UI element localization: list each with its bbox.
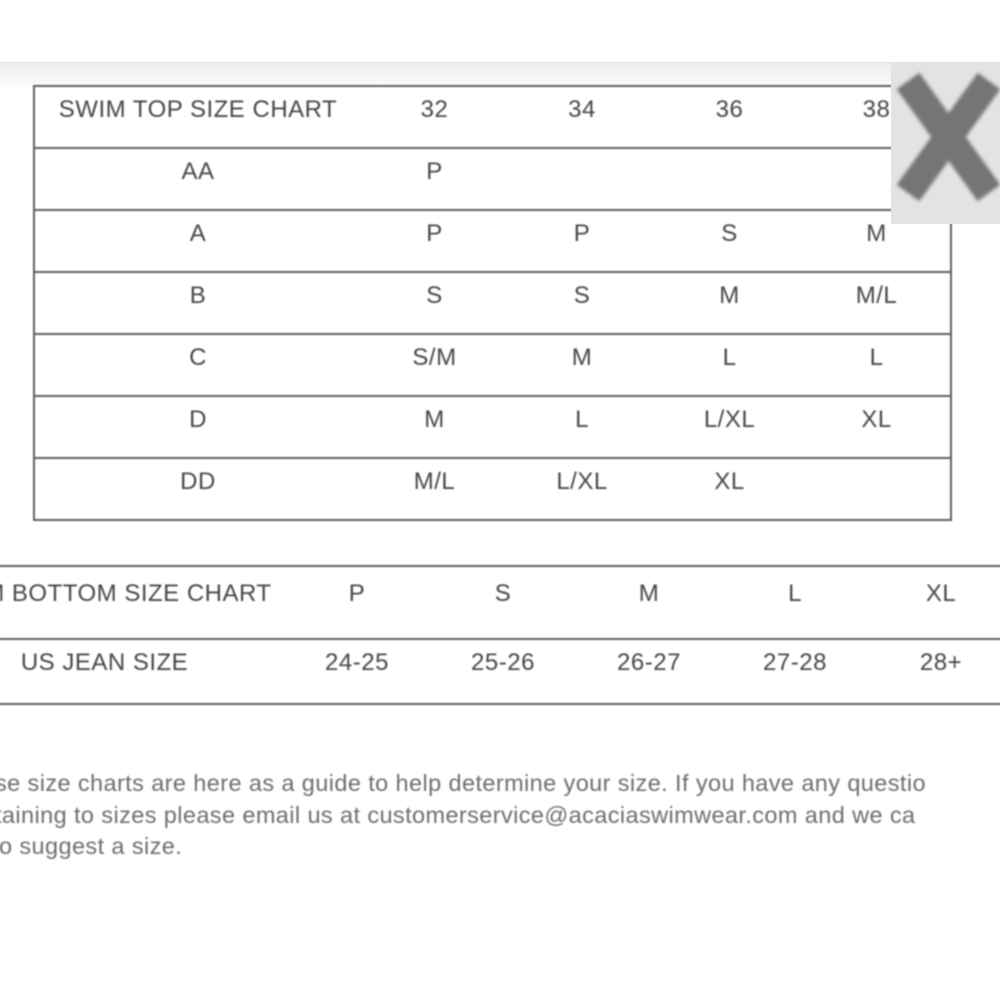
size-cell: M/L	[855, 282, 898, 309]
swim-top-size-chart-table: SWIM TOP SIZE CHART 32 34 36 38 AA P A P…	[33, 85, 952, 521]
close-icon	[896, 72, 1000, 202]
table-row-us-jean-size: US JEAN SIZE 24-25 25-26 26-27 27-28 28+	[0, 639, 1000, 704]
swim-bottom-size-chart-table: SWIM BOTTOM SIZE CHART P S M L XL US JEA…	[0, 565, 1000, 705]
table-row-aa: AA P	[34, 148, 951, 210]
size-cell: 26-27	[617, 649, 681, 676]
size-cell	[656, 148, 803, 210]
column-header-l: L	[788, 580, 802, 607]
column-header-32: 32	[420, 96, 449, 123]
size-cell	[508, 148, 656, 210]
size-cell: XL	[861, 406, 892, 433]
table-row-a: A P P S M	[34, 210, 951, 272]
size-cell: 25-26	[471, 649, 535, 676]
cup-label: A	[189, 220, 207, 247]
column-header-38: 38	[862, 96, 891, 123]
size-cell: M	[719, 282, 740, 309]
table-row-c: C S/M M L L	[34, 334, 951, 396]
size-cell: L/XL	[703, 406, 756, 433]
popup-top-edge	[0, 62, 1000, 86]
note-line-1: se size charts are here as a guide to he…	[0, 770, 926, 796]
size-cell: P	[426, 158, 443, 185]
cup-label: C	[189, 344, 207, 371]
note-line-2: taining to sizes please email us at cust…	[0, 801, 916, 828]
table-row-d: D M L L/XL XL	[34, 396, 951, 458]
size-cell: XL	[714, 468, 745, 495]
size-cell	[803, 458, 951, 520]
table-title: SWIM TOP SIZE CHART	[58, 96, 338, 123]
column-header-s: S	[494, 580, 512, 607]
size-cell: P	[573, 220, 591, 247]
size-cell: 27-28	[763, 649, 827, 676]
table-row-dd: DD M/L L/XL XL	[34, 458, 951, 520]
cup-label: B	[189, 282, 207, 309]
size-cell: S/M	[412, 344, 457, 371]
size-cell: S	[721, 220, 738, 247]
size-cell: S	[573, 282, 591, 309]
size-cell: P	[426, 220, 443, 247]
column-header-m: M	[638, 580, 660, 607]
size-cell: 24-25	[325, 649, 389, 676]
column-header-34: 34	[568, 96, 596, 123]
size-cell: L/XL	[556, 468, 608, 495]
size-cell: L	[722, 344, 737, 371]
size-cell: L	[575, 406, 589, 433]
row-label: US JEAN SIZE	[20, 649, 189, 676]
size-cell: 28+	[919, 649, 963, 676]
size-cell: L	[869, 344, 884, 371]
column-header-36: 36	[715, 96, 744, 123]
size-cell: M	[424, 406, 445, 433]
table-header-row: SWIM TOP SIZE CHART 32 34 36 38	[34, 86, 951, 148]
cup-label: D	[189, 406, 207, 433]
table-header-row: SWIM BOTTOM SIZE CHART P S M L XL	[0, 566, 1000, 639]
cup-label: AA	[181, 158, 215, 185]
cup-label: DD	[180, 468, 216, 495]
table-row-b: B S S M M/L	[34, 272, 951, 334]
table-title: SWIM BOTTOM SIZE CHART	[0, 580, 272, 607]
note-line-3: o suggest a size.	[0, 833, 183, 859]
size-cell: S	[426, 282, 443, 309]
column-header-p: P	[348, 580, 366, 607]
size-cell: M	[571, 344, 593, 371]
size-cell: M	[866, 220, 887, 247]
column-header-xl: XL	[925, 580, 957, 607]
close-button[interactable]	[891, 62, 1000, 224]
size-guide-note: se size charts are here as a guide to he…	[0, 768, 1000, 863]
size-cell: M/L	[413, 468, 456, 495]
